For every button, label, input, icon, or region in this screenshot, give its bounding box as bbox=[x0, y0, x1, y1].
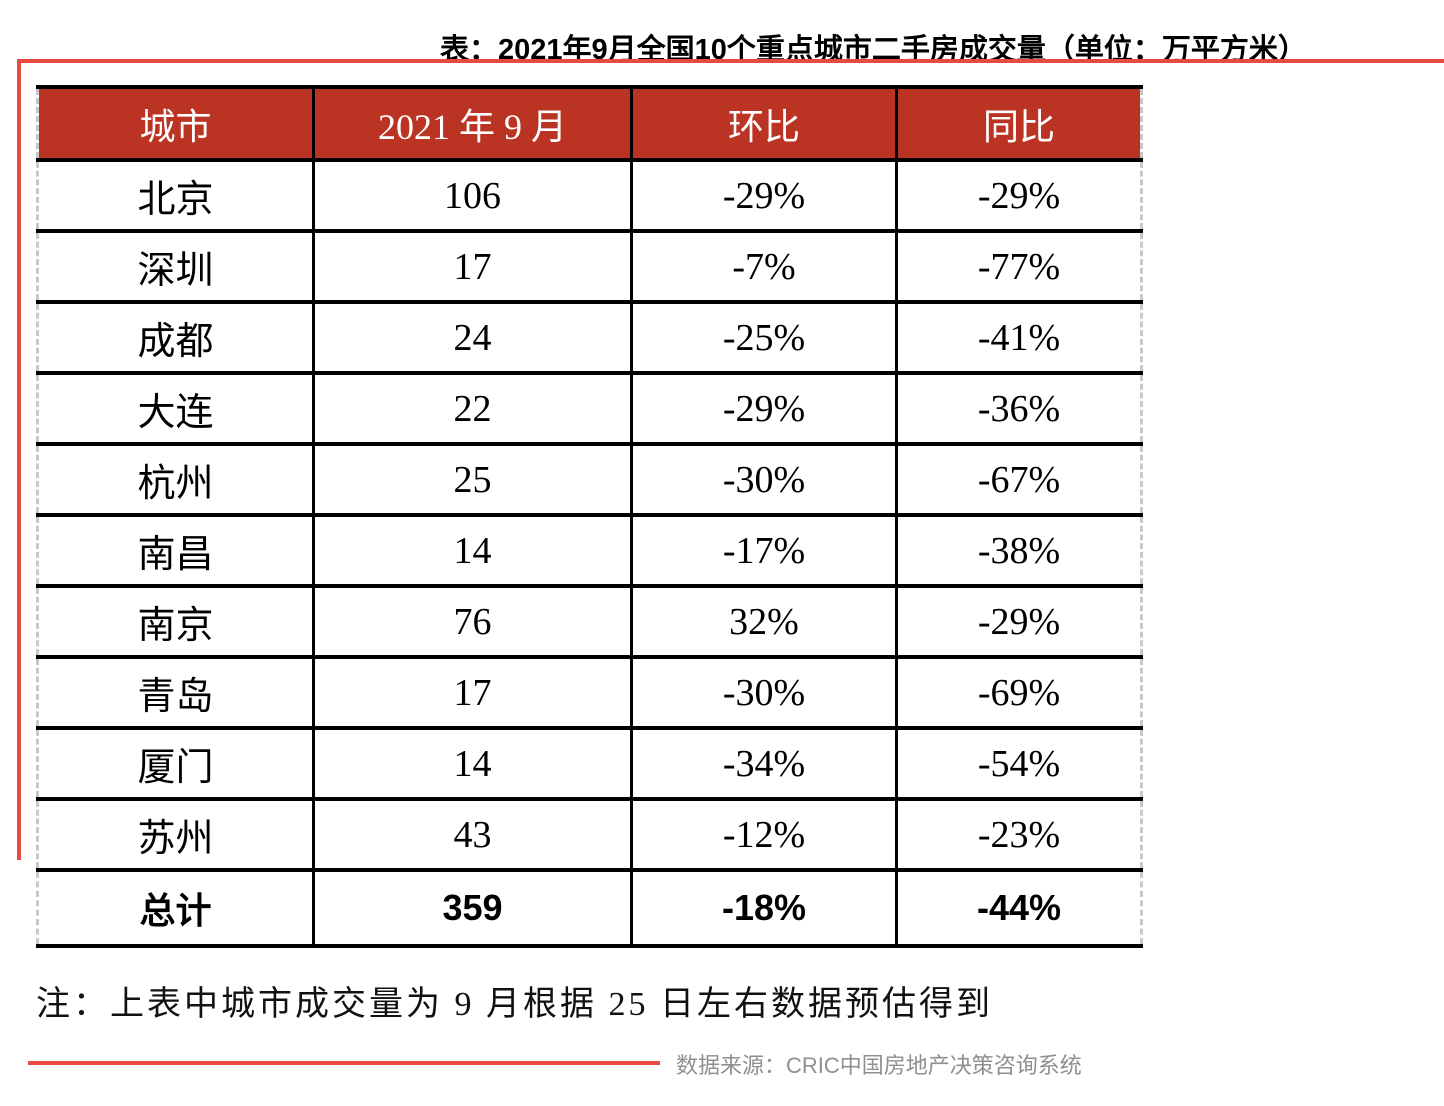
yoy-cell: -54% bbox=[895, 726, 1143, 801]
city-cell: 杭州 bbox=[36, 442, 315, 517]
city-cell: 苏州 bbox=[36, 797, 315, 872]
mom-cell: -30% bbox=[630, 655, 898, 730]
yoy-cell: -67% bbox=[895, 442, 1143, 517]
mom-cell: -7% bbox=[630, 229, 898, 304]
table-row: 大连 22 -29% -36% bbox=[36, 371, 1143, 446]
title-underline-rule bbox=[17, 59, 1444, 63]
volume-cell: 14 bbox=[312, 726, 633, 801]
yoy-cell: -23% bbox=[895, 797, 1143, 872]
table-row: 杭州 25 -30% -67% bbox=[36, 442, 1143, 517]
yoy-cell: -36% bbox=[895, 371, 1143, 446]
volume-cell: 17 bbox=[312, 229, 633, 304]
mom-cell: -17% bbox=[630, 513, 898, 588]
header-yoy: 同比 bbox=[895, 85, 1143, 162]
table-row: 成都 24 -25% -41% bbox=[36, 300, 1143, 375]
table-row: 青岛 17 -30% -69% bbox=[36, 655, 1143, 730]
volume-cell: 76 bbox=[312, 584, 633, 659]
yoy-cell: -29% bbox=[895, 584, 1143, 659]
table-row: 厦门 14 -34% -54% bbox=[36, 726, 1143, 801]
total-label-cell: 总计 bbox=[36, 868, 315, 948]
volume-cell: 17 bbox=[312, 655, 633, 730]
volume-cell: 43 bbox=[312, 797, 633, 872]
table-row: 深圳 17 -7% -77% bbox=[36, 229, 1143, 304]
city-cell: 深圳 bbox=[36, 229, 315, 304]
mom-cell: -29% bbox=[630, 371, 898, 446]
mom-cell: -30% bbox=[630, 442, 898, 517]
left-accent-rule bbox=[17, 59, 21, 860]
city-cell: 大连 bbox=[36, 371, 315, 446]
header-city: 城市 bbox=[36, 85, 315, 162]
city-cell: 北京 bbox=[36, 158, 315, 233]
city-cell: 南昌 bbox=[36, 513, 315, 588]
volume-cell: 25 bbox=[312, 442, 633, 517]
volume-cell: 106 bbox=[312, 158, 633, 233]
total-yoy-cell: -44% bbox=[895, 868, 1143, 948]
yoy-cell: -77% bbox=[895, 229, 1143, 304]
city-cell: 厦门 bbox=[36, 726, 315, 801]
table-row: 南昌 14 -17% -38% bbox=[36, 513, 1143, 588]
yoy-cell: -69% bbox=[895, 655, 1143, 730]
table-row: 北京 106 -29% -29% bbox=[36, 158, 1143, 233]
total-mom-cell: -18% bbox=[630, 868, 898, 948]
yoy-cell: -38% bbox=[895, 513, 1143, 588]
mom-cell: -12% bbox=[630, 797, 898, 872]
volume-cell: 14 bbox=[312, 513, 633, 588]
city-cell: 青岛 bbox=[36, 655, 315, 730]
mom-cell: -25% bbox=[630, 300, 898, 375]
city-cell: 南京 bbox=[36, 584, 315, 659]
city-cell: 成都 bbox=[36, 300, 315, 375]
mom-cell: -34% bbox=[630, 726, 898, 801]
table-row: 苏州 43 -12% -23% bbox=[36, 797, 1143, 872]
city-volume-table: 城市 2021 年 9 月 环比 同比 北京 106 -29% -29% 深圳 … bbox=[36, 85, 1143, 948]
header-mom: 环比 bbox=[630, 85, 898, 162]
table-total-row: 总计 359 -18% -44% bbox=[36, 868, 1143, 948]
table-row: 南京 76 32% -29% bbox=[36, 584, 1143, 659]
yoy-cell: -29% bbox=[895, 158, 1143, 233]
data-source: 数据来源：CRIC中国房地产决策咨询系统 bbox=[676, 1053, 1082, 1078]
mom-cell: 32% bbox=[630, 584, 898, 659]
table-header-row: 城市 2021 年 9 月 环比 同比 bbox=[36, 85, 1143, 162]
header-volume: 2021 年 9 月 bbox=[312, 85, 633, 162]
yoy-cell: -41% bbox=[895, 300, 1143, 375]
source-divider-rule bbox=[28, 1061, 660, 1065]
mom-cell: -29% bbox=[630, 158, 898, 233]
volume-cell: 24 bbox=[312, 300, 633, 375]
footnote: 注：上表中城市成交量为 9 月根据 25 日左右数据预估得到 bbox=[36, 986, 993, 1023]
total-volume-cell: 359 bbox=[312, 868, 633, 948]
volume-cell: 22 bbox=[312, 371, 633, 446]
